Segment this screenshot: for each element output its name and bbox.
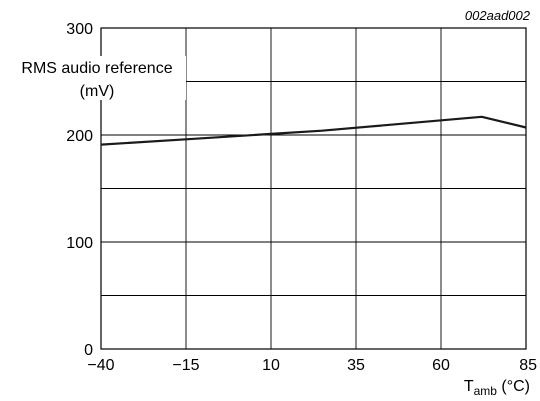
y-tick-label: 300 [66,21,93,38]
xlabel-main: T [464,378,474,395]
xlabel-unit: (°C) [497,378,530,395]
ylabel-line2: (mV) [80,83,115,100]
y-tick-labels: 0 100 200 300 [66,21,93,359]
y-tick-label: 200 [66,128,93,145]
xlabel-subscript: amb [474,384,498,398]
xlabel: Tamb (°C) [464,378,530,398]
x-tick-label: 35 [347,357,365,374]
x-tick-label: 85 [519,357,537,374]
x-tick-label: −40 [87,357,114,374]
figure-code: 002aad002 [465,8,531,23]
y-tick-label: 0 [84,342,93,359]
x-tick-labels: −40 −15 10 35 60 85 [87,357,537,374]
plot-frame [100,27,527,350]
y-tick-label: 100 [66,235,93,252]
x-tick-label: 60 [432,357,450,374]
ylabel-background [4,56,186,100]
x-tick-label: −15 [172,357,199,374]
x-tick-label: 10 [262,357,280,374]
ylabel-line1: RMS audio reference [21,60,172,77]
series-line [100,115,527,146]
